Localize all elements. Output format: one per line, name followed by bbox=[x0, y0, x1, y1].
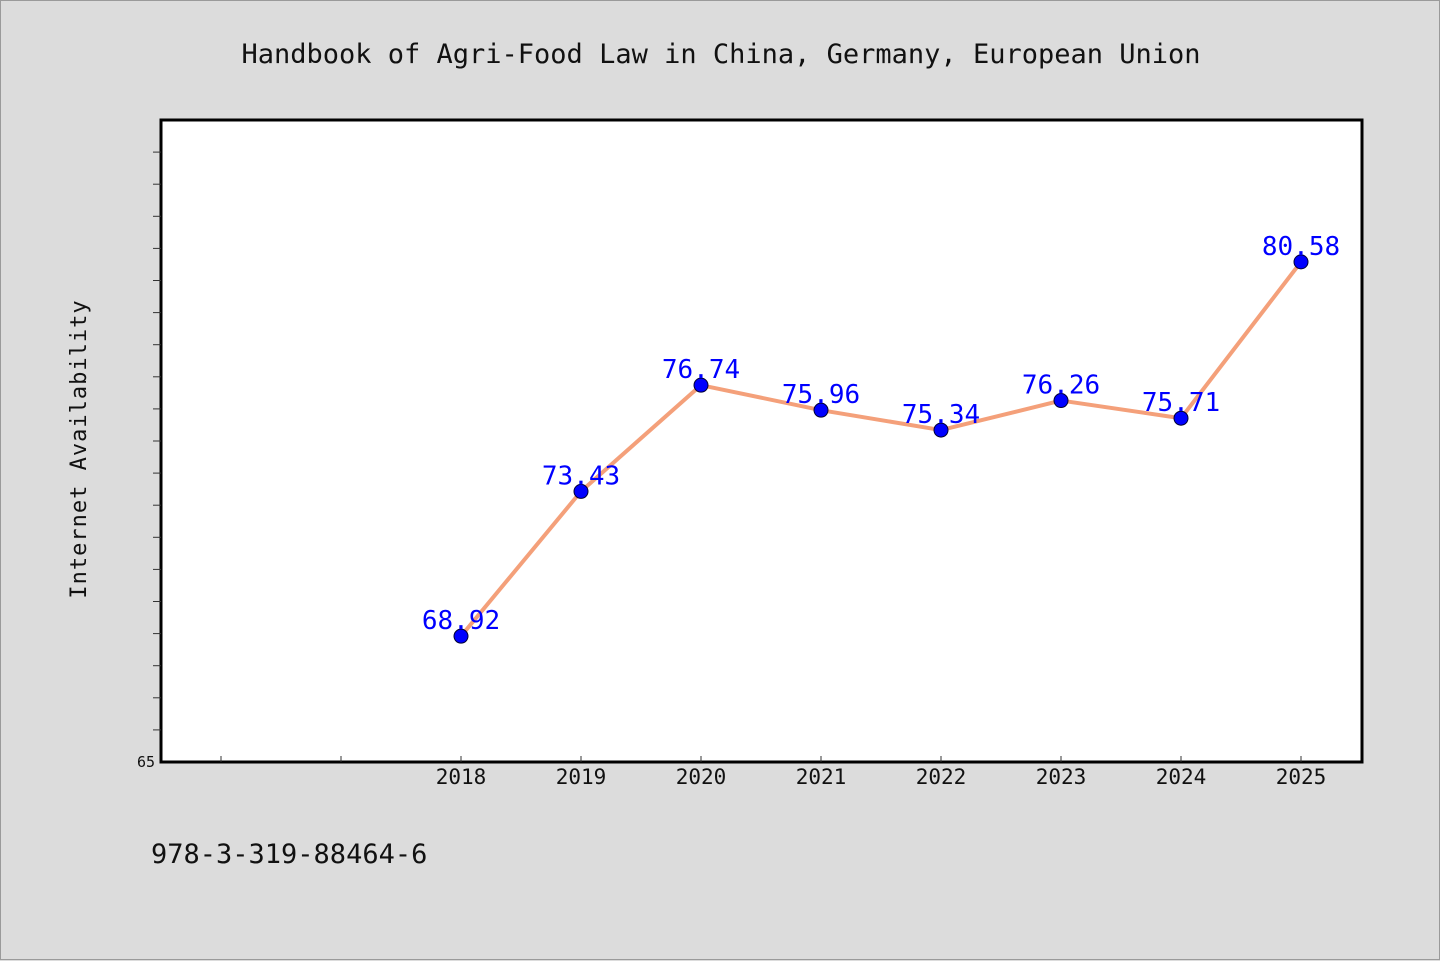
data-label: 75.96 bbox=[782, 380, 860, 410]
x-tick-label: 2024 bbox=[1156, 765, 1207, 789]
plot-area bbox=[159, 118, 1364, 764]
data-label: 80.58 bbox=[1262, 232, 1340, 262]
x-tick-label: 2020 bbox=[676, 765, 727, 789]
y-tick-label: 65 bbox=[137, 753, 155, 771]
y-axis-label: Internet Availability bbox=[67, 299, 92, 598]
data-point bbox=[1173, 410, 1189, 426]
chart-title: Handbook of Agri-Food Law in China, Germ… bbox=[241, 39, 1200, 70]
x-tick-label: 2018 bbox=[436, 765, 487, 789]
data-point bbox=[693, 377, 709, 393]
footer-isbn: 978-3-319-88464-6 bbox=[151, 839, 427, 870]
data-point bbox=[933, 422, 949, 438]
x-tick-label: 2023 bbox=[1036, 765, 1087, 789]
data-label: 75.71 bbox=[1142, 388, 1220, 418]
data-label: 76.26 bbox=[1022, 371, 1100, 401]
data-point bbox=[453, 628, 469, 644]
series-line bbox=[459, 260, 1303, 638]
series-line-group bbox=[459, 260, 1303, 638]
data-point bbox=[1053, 393, 1069, 409]
x-tick-label: 2019 bbox=[556, 765, 607, 789]
y-axis-ticks: 65 bbox=[137, 151, 161, 771]
data-point bbox=[813, 402, 829, 418]
data-label: 73.43 bbox=[542, 461, 620, 491]
x-tick-label: 2021 bbox=[796, 765, 847, 789]
x-tick-label: 2022 bbox=[916, 765, 967, 789]
data-point bbox=[573, 483, 589, 499]
data-labels: 68.92 73.43 76.74 75.96 75.34 76.26 75.71 80.58 bbox=[422, 232, 1340, 636]
data-label: 68.92 bbox=[422, 606, 500, 636]
data-point bbox=[1293, 254, 1309, 270]
data-points bbox=[453, 254, 1309, 644]
data-label: 75.34 bbox=[902, 400, 980, 430]
x-tick-label: 2025 bbox=[1276, 765, 1327, 789]
data-label: 76.74 bbox=[662, 355, 740, 385]
x-axis-ticks: 2018 2019 2020 2021 2022 2023 2024 2025 bbox=[220, 756, 1327, 789]
